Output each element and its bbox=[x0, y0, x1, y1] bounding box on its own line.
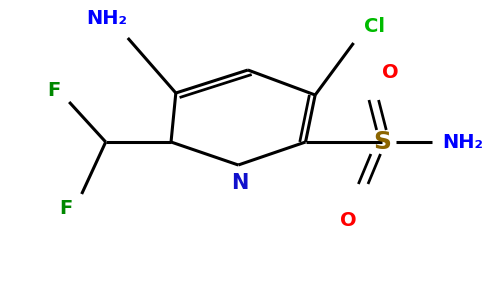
Text: Cl: Cl bbox=[364, 17, 385, 37]
Text: NH₂: NH₂ bbox=[443, 133, 484, 152]
Text: F: F bbox=[60, 199, 73, 218]
Text: S: S bbox=[374, 130, 392, 154]
Text: F: F bbox=[47, 80, 60, 100]
Text: O: O bbox=[339, 212, 356, 230]
Text: NH₂: NH₂ bbox=[86, 8, 127, 28]
Text: O: O bbox=[382, 62, 398, 82]
Text: N: N bbox=[231, 173, 249, 193]
